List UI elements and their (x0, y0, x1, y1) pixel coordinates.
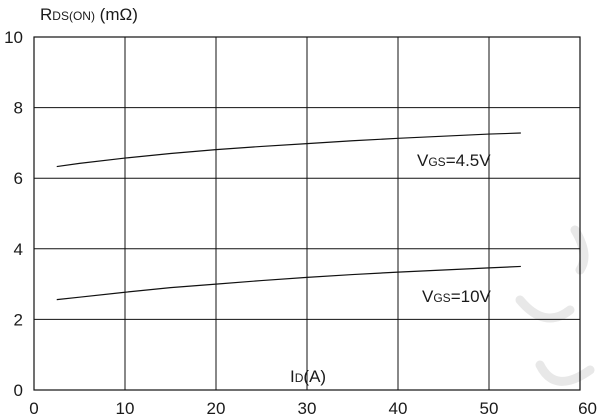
x-tick-label: 60 (578, 399, 597, 418)
x-tick-label: 30 (298, 399, 317, 418)
x-tick-label: 0 (29, 399, 38, 418)
x-axis-label: ID(A) (290, 367, 326, 386)
y-tick-label: 4 (14, 240, 23, 259)
series-label-vgs-4-5v: VGS=4.5V (417, 151, 491, 170)
grid-lines (34, 37, 580, 390)
x-tick-label: 40 (389, 399, 408, 418)
y-axis-label: RDS(ON) (mΩ) (40, 5, 138, 24)
y-tick-label: 0 (14, 381, 23, 400)
series-label-vgs-10v: VGS=10V (422, 287, 492, 306)
tick-labels: 0 10 20 30 40 50 60 0 2 4 6 8 10 (4, 28, 597, 418)
x-tick-label: 10 (116, 399, 135, 418)
y-tick-label: 8 (14, 99, 23, 118)
y-tick-label: 10 (4, 28, 23, 47)
y-tick-label: 6 (14, 169, 23, 188)
x-tick-label: 20 (207, 399, 226, 418)
x-tick-label: 50 (480, 399, 499, 418)
y-tick-label: 2 (14, 310, 23, 329)
